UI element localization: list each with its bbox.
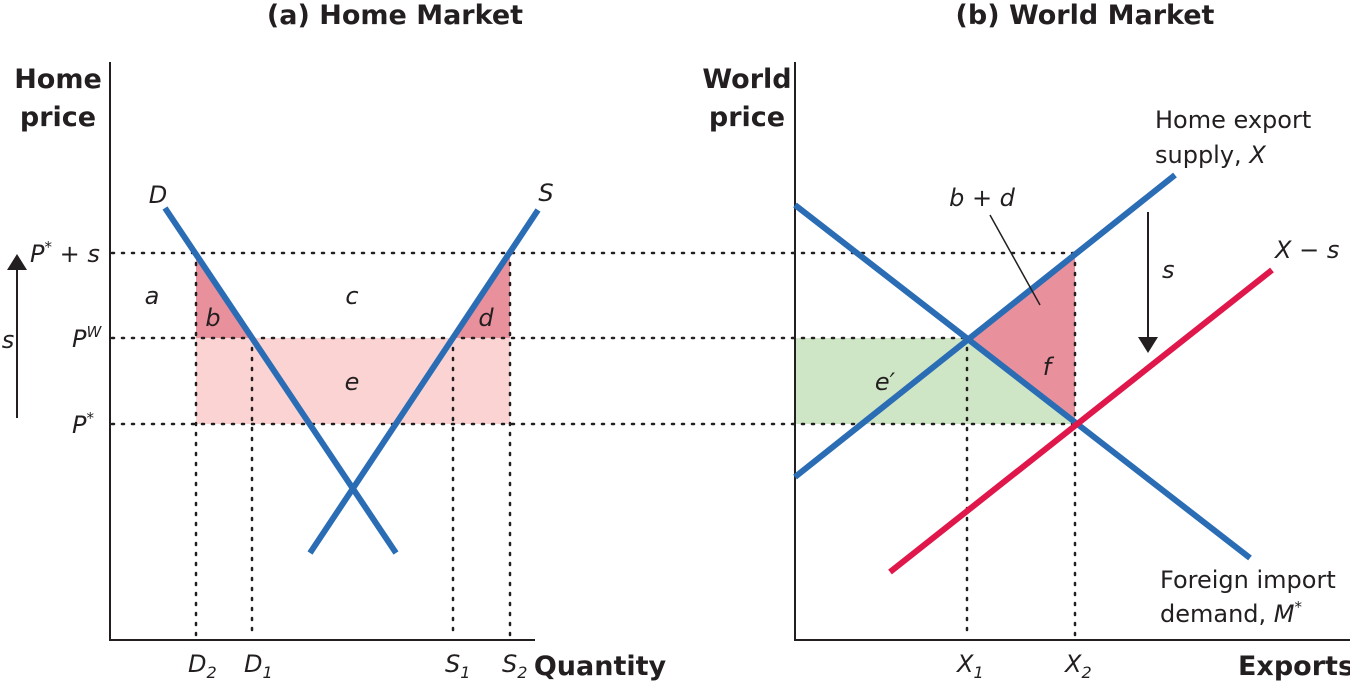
- y-axis-label: World: [702, 64, 791, 95]
- axes: [109, 62, 535, 641]
- area-label: b + d: [949, 184, 1016, 212]
- curve-label: Foreign import: [1160, 566, 1336, 594]
- quantity-label: D1: [244, 650, 273, 682]
- area-label: c: [345, 282, 358, 310]
- area-label: e: [345, 368, 360, 396]
- supply-curve: [307, 208, 541, 555]
- quantity-label: X1: [955, 650, 984, 682]
- quantity-label: D2: [188, 650, 217, 682]
- quantity-label: S2: [502, 650, 527, 682]
- area-label: e′: [875, 368, 896, 396]
- y-axis-label: price: [709, 102, 785, 133]
- curve-label: demand, M*: [1160, 598, 1303, 628]
- shifted-supply: [888, 267, 1274, 575]
- x-axis-label: Exports: [1238, 651, 1350, 682]
- title: (b) World Market: [956, 0, 1215, 31]
- arrow-label: s: [2, 326, 15, 354]
- curve-label: S: [538, 179, 553, 207]
- area-label: a: [145, 282, 160, 310]
- price-label: P*: [72, 409, 94, 439]
- area-e: [196, 338, 510, 424]
- quantity-label: X2: [1063, 650, 1092, 682]
- y-axis-label: Home: [14, 64, 102, 95]
- export-supply: [793, 172, 1177, 480]
- area-label: d: [478, 304, 494, 332]
- curve-label: X − s: [1273, 236, 1339, 264]
- axes: [794, 62, 1350, 641]
- leader-line: [989, 214, 1041, 306]
- title: (a) Home Market: [267, 0, 523, 31]
- curve-label: Home export: [1155, 106, 1311, 134]
- price-label: PW: [72, 323, 102, 353]
- import-demand: [793, 202, 1252, 561]
- price-label: P* + s: [30, 238, 100, 268]
- curve-label: supply, X: [1155, 141, 1266, 169]
- arrow-label: s: [1162, 256, 1175, 284]
- curve-label: D: [149, 181, 167, 209]
- area-bd-f: [967, 253, 1075, 424]
- demand-curve: [162, 206, 399, 555]
- quantity-label: S1: [445, 650, 470, 682]
- area-label: b: [205, 304, 220, 332]
- y-axis-label: price: [20, 102, 96, 133]
- x-axis-label: Quantity: [534, 651, 667, 682]
